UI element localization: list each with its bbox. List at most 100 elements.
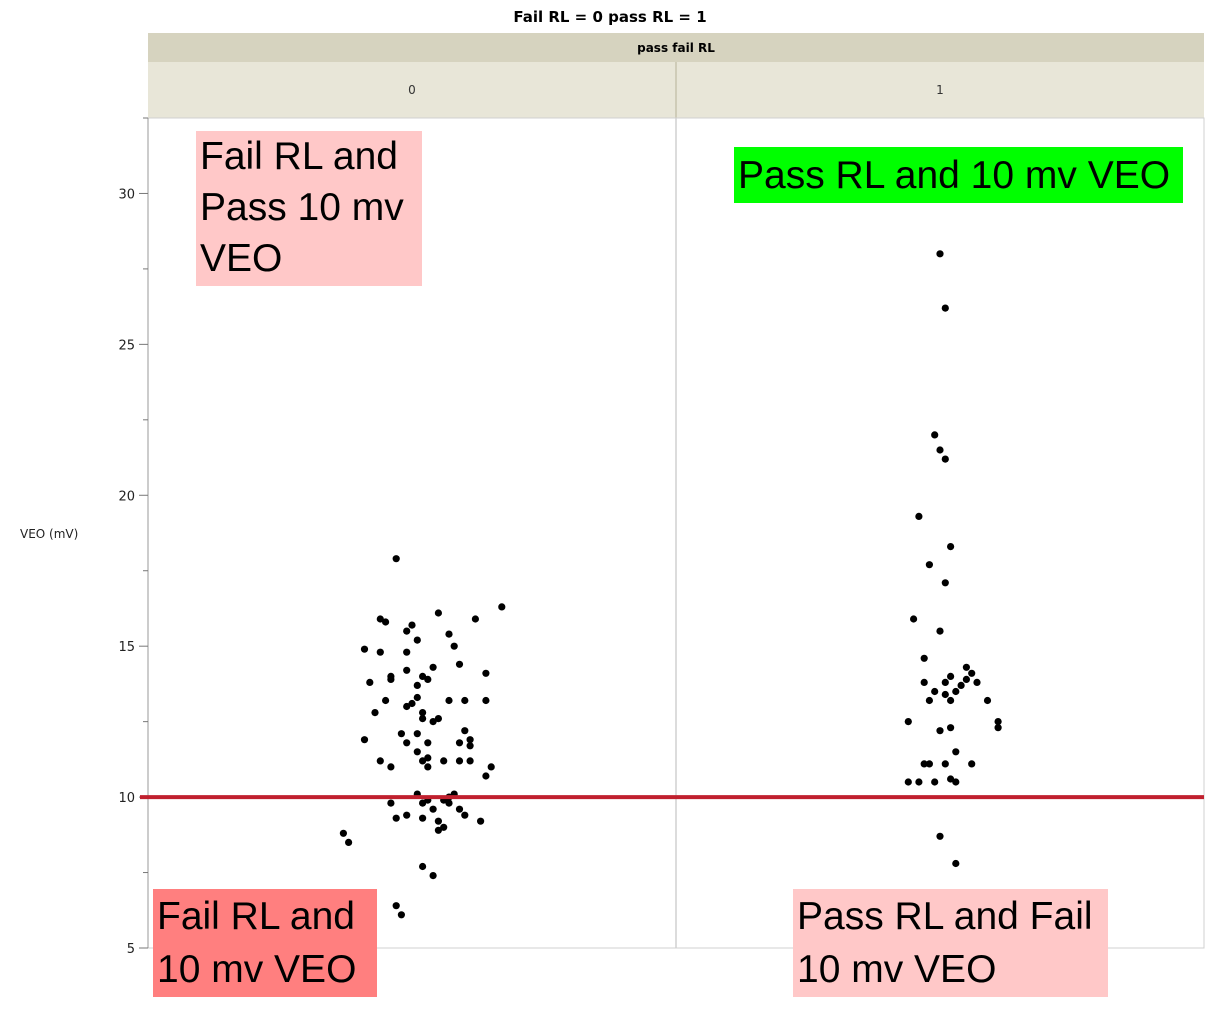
- data-point: [983, 696, 992, 705]
- data-point: [419, 709, 427, 717]
- data-point: [455, 805, 464, 813]
- data-point: [968, 760, 976, 768]
- data-point: [482, 696, 490, 705]
- data-points: [339, 250, 1002, 919]
- group-title: pass fail RL: [637, 41, 715, 55]
- data-point: [931, 431, 939, 439]
- data-point: [387, 799, 395, 807]
- data-point: [973, 678, 981, 687]
- data-point: [920, 678, 928, 687]
- data-point: [931, 778, 939, 786]
- data-point: [994, 718, 1002, 726]
- data-point: [445, 799, 453, 807]
- data-point: [936, 446, 944, 454]
- data-point: [419, 757, 427, 765]
- annotation-fail-rl-fail-veo: Fail RL and 10 mv VEO: [153, 889, 377, 997]
- data-point: [910, 615, 918, 623]
- data-point: [403, 702, 411, 711]
- annotation-text-line: Pass 10 mv: [200, 186, 404, 229]
- data-point: [445, 630, 453, 638]
- data-point: [424, 763, 432, 771]
- data-point: [941, 304, 949, 312]
- data-point: [397, 911, 405, 919]
- data-point: [413, 681, 421, 690]
- data-point: [466, 757, 474, 765]
- chart-title: Fail RL = 0 pass RL = 1: [513, 8, 706, 26]
- data-point: [434, 826, 442, 834]
- data-point: [936, 727, 944, 735]
- data-point: [382, 696, 390, 705]
- data-point: [450, 642, 458, 650]
- data-point: [455, 757, 464, 765]
- data-point: [419, 672, 427, 681]
- data-point: [952, 859, 960, 868]
- data-point: [397, 730, 405, 738]
- data-point: [403, 811, 411, 819]
- data-point: [429, 663, 437, 671]
- data-point: [936, 627, 944, 635]
- data-point: [455, 660, 464, 668]
- data-point: [957, 681, 965, 690]
- data-point: [445, 696, 453, 705]
- data-point: [429, 805, 437, 813]
- data-point: [471, 615, 479, 623]
- data-point: [915, 512, 923, 521]
- data-point: [947, 672, 955, 681]
- data-point: [952, 778, 960, 786]
- data-point: [376, 615, 384, 623]
- y-axis: 5 10 15 20 25 30 VEO (mV): [20, 117, 149, 957]
- annotation-text-line: 10 mv VEO: [797, 948, 996, 991]
- data-point: [403, 648, 411, 656]
- annotations: Fail RL and Pass 10 mv VEO Pass RL and 10 m…: [153, 131, 1183, 997]
- data-point: [487, 763, 495, 771]
- data-point: [941, 760, 949, 768]
- data-point: [413, 748, 421, 756]
- data-point: [952, 748, 960, 756]
- data-point: [360, 645, 369, 653]
- data-point: [941, 455, 949, 463]
- data-point: [947, 775, 955, 783]
- data-point: [941, 690, 949, 699]
- annotation-text-line: Fail RL and: [157, 895, 355, 938]
- data-point: [434, 609, 442, 617]
- data-point: [936, 832, 944, 840]
- data-point: [936, 250, 944, 258]
- data-point: [968, 669, 976, 677]
- data-point: [434, 715, 442, 723]
- data-point: [339, 829, 347, 837]
- data-point: [962, 663, 971, 671]
- data-point: [461, 696, 469, 705]
- data-point: [498, 603, 506, 611]
- data-point: [925, 696, 934, 705]
- data-point: [941, 579, 949, 587]
- annotation-text-line: Pass RL and 10 mv VEO: [738, 154, 1170, 197]
- data-point: [403, 666, 411, 674]
- data-point: [947, 696, 955, 705]
- data-point: [962, 675, 971, 684]
- data-point: [424, 675, 432, 684]
- data-point: [952, 687, 960, 696]
- data-point: [466, 736, 474, 744]
- data-point: [429, 872, 437, 880]
- data-point: [419, 862, 427, 871]
- data-point: [376, 648, 384, 656]
- data-point: [466, 742, 474, 750]
- data-point: [947, 724, 955, 732]
- annotation-box: [153, 889, 377, 997]
- group-strip: pass fail RL 0 1: [148, 33, 1204, 118]
- data-point: [419, 814, 427, 822]
- group-level-label-0: 0: [408, 83, 416, 97]
- data-point: [440, 823, 448, 831]
- data-point: [360, 736, 369, 744]
- y-axis-label: VEO (mV): [20, 527, 78, 541]
- annotation-text-line: 10 mv VEO: [157, 948, 356, 991]
- data-point: [429, 718, 437, 726]
- data-point: [345, 838, 353, 847]
- data-point: [366, 678, 374, 687]
- data-point: [403, 739, 411, 747]
- data-point: [387, 763, 395, 771]
- annotation-fail-rl-pass-veo: Fail RL and Pass 10 mv VEO: [196, 131, 422, 286]
- annotation-box: [734, 147, 1183, 203]
- data-point: [413, 693, 421, 702]
